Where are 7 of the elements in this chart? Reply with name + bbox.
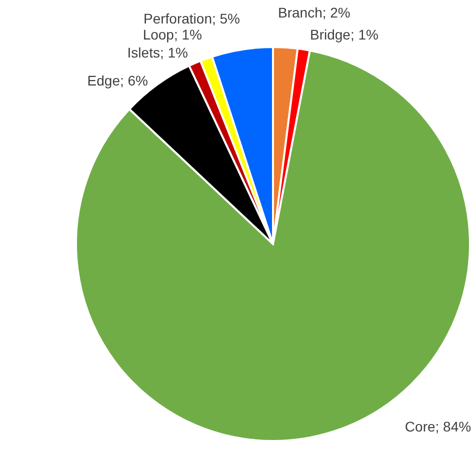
slice-label: Edge; 6% (87, 72, 148, 89)
slice-label: Core; 84% (404, 418, 472, 435)
slice-label: Branch; 2% (278, 4, 350, 21)
slice-label: Perforation; 5% (144, 10, 240, 27)
slice-label: Bridge; 1% (310, 26, 378, 43)
slice-label: Loop; 1% (142, 26, 202, 43)
slice-label: Islets; 1% (127, 44, 188, 61)
